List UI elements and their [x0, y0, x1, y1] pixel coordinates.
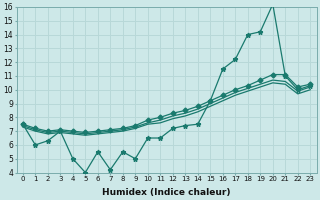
X-axis label: Humidex (Indice chaleur): Humidex (Indice chaleur) [102, 188, 231, 197]
